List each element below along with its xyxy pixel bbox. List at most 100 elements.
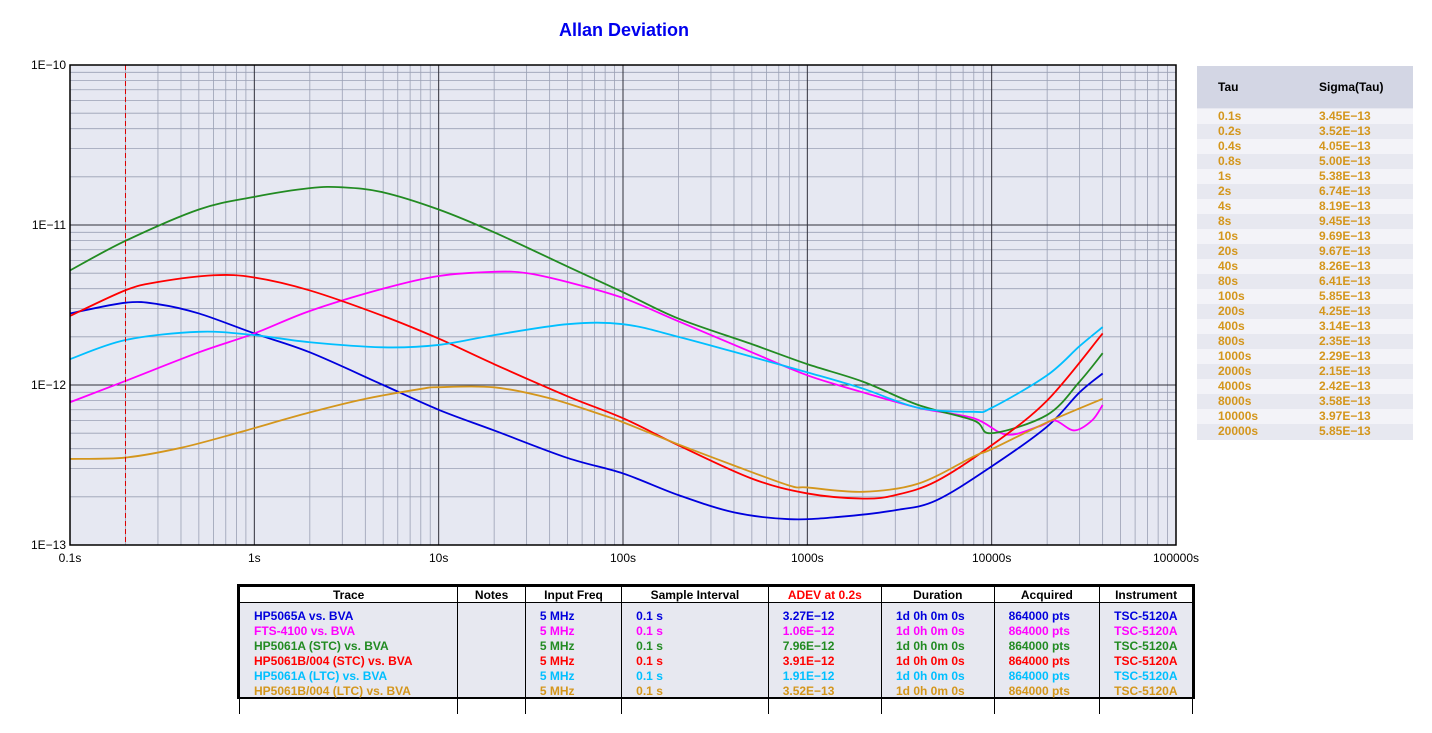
- instrument-cell: TSC-5120A: [1099, 609, 1193, 624]
- adev-value-cell: 3.91E−12: [767, 654, 883, 669]
- tau-row: 100s 5.85E−13: [1197, 289, 1413, 304]
- input-freq-cell: 5 MHz: [524, 669, 623, 684]
- sigma-value: 5.00E−13: [1319, 154, 1371, 168]
- tau-value: 1000s: [1218, 349, 1252, 363]
- duration-cell: 1d 0h 0m 0s: [881, 654, 995, 669]
- y-tick-label: 1E−12: [31, 378, 66, 392]
- notes-cell: [457, 639, 526, 654]
- tau-row: 40s 8.26E−13: [1197, 259, 1413, 274]
- trace-name-cell: HP5065A vs. BVA: [238, 609, 459, 624]
- input-freq-cell: 5 MHz: [524, 684, 623, 699]
- sigma-value: 3.14E−13: [1319, 319, 1371, 333]
- instrument-cell: TSC-5120A: [1099, 669, 1193, 684]
- input-freq-cell: 5 MHz: [524, 654, 623, 669]
- instrument-cell: TSC-5120A: [1099, 624, 1193, 639]
- table-row: HP5061B/004 (LTC) vs. BVA 5 MHz 0.1 s 3.52E…: [238, 684, 1193, 699]
- tau-value: 20000s: [1218, 424, 1259, 438]
- sample-interval-cell: 0.1 s: [621, 654, 769, 669]
- tau-value: 4000s: [1218, 379, 1252, 393]
- sigma-value: 2.15E−13: [1319, 364, 1371, 378]
- notes-cell: [457, 654, 526, 669]
- tau-value: 800s: [1218, 334, 1245, 348]
- adev-value-cell: 3.27E−12: [767, 609, 883, 624]
- plot-border: [69, 64, 1177, 546]
- tau-value: 20s: [1218, 244, 1239, 258]
- instrument-cell: TSC-5120A: [1099, 684, 1193, 699]
- tau-value: 10000s: [1218, 409, 1259, 423]
- trace-name-cell: HP5061B/004 (STC) vs. BVA: [238, 654, 459, 669]
- sample-interval-cell: 0.1 s: [621, 684, 769, 699]
- notes-cell: [457, 669, 526, 684]
- trace-legend-table: Trace Notes Input Freq Sample Interval A…: [237, 584, 1195, 714]
- tau-row: 10s 9.69E−13: [1197, 229, 1413, 244]
- sigma-value: 8.19E−13: [1319, 199, 1371, 213]
- sigma-value: 4.05E−13: [1319, 139, 1371, 153]
- header-duration: Duration: [881, 586, 995, 603]
- tau-row: 20s 9.67E−13: [1197, 244, 1413, 259]
- x-tick-label: 100000s: [1153, 551, 1199, 565]
- x-axis-ticks: 0.1s 1s 10s 100s 1000s 10000s 100000s: [59, 551, 1199, 565]
- sigma-value: 2.29E−13: [1319, 349, 1371, 363]
- acquired-cell: 864000 pts: [993, 609, 1101, 624]
- sigma-value: 9.45E−13: [1319, 214, 1371, 228]
- sigma-value: 6.41E−13: [1319, 274, 1371, 288]
- tau-value: 2s: [1218, 184, 1232, 198]
- series-line-hp5061b-004-stc: [69, 274, 1104, 500]
- tau-value: 8s: [1218, 214, 1232, 228]
- major-gridlines: [70, 65, 1176, 545]
- tau-row: 400s 3.14E−13: [1197, 319, 1413, 334]
- adev-value-cell: 3.52E−13: [767, 684, 883, 699]
- series-line-hp5061b-004-ltc: [69, 385, 1104, 493]
- acquired-cell: 864000 pts: [993, 654, 1101, 669]
- input-freq-cell: 5 MHz: [524, 609, 623, 624]
- sample-interval-cell: 0.1 s: [621, 624, 769, 639]
- tau-value: 8000s: [1218, 394, 1252, 408]
- sigma-value: 8.26E−13: [1319, 259, 1371, 273]
- header-adev: ADEV at 0.2s: [767, 586, 883, 603]
- x-tick-label: 10000s: [972, 551, 1011, 565]
- series-line-hp5065a: [69, 301, 1104, 521]
- tau-row: 8000s 3.58E−13: [1197, 394, 1413, 409]
- tau-value: 400s: [1218, 319, 1245, 333]
- duration-cell: 1d 0h 0m 0s: [881, 609, 995, 624]
- header-acquired: Acquired: [993, 586, 1101, 603]
- tau-row: 0.4s 4.05E−13: [1197, 139, 1413, 154]
- series-line-hp5061a-stc: [69, 185, 1104, 435]
- sample-interval-cell: 0.1 s: [621, 609, 769, 624]
- sigma-value: 5.85E−13: [1319, 424, 1371, 438]
- notes-cell: [457, 624, 526, 639]
- tau-value: 2000s: [1218, 364, 1252, 378]
- tau-row: 800s 2.35E−13: [1197, 334, 1413, 349]
- duration-cell: 1d 0h 0m 0s: [881, 684, 995, 699]
- header-sample-interval: Sample Interval: [621, 586, 769, 603]
- tau-row: 2000s 2.15E−13: [1197, 364, 1413, 379]
- duration-cell: 1d 0h 0m 0s: [881, 669, 995, 684]
- trace-name-cell: HP5061A (LTC) vs. BVA: [238, 669, 459, 684]
- sigma-value: 2.42E−13: [1319, 379, 1371, 393]
- tau-value: 10s: [1218, 229, 1239, 243]
- sigma-value: 4.25E−13: [1319, 304, 1371, 318]
- tau-row: 200s 4.25E−13: [1197, 304, 1413, 319]
- tau-table-rows: 0.1s 3.45E−13 0.2s 3.52E−13 0.4s 4.05E−13 0.8s…: [1197, 109, 1413, 439]
- tau-row: 1s 5.38E−13: [1197, 169, 1413, 184]
- sigma-value: 6.74E−13: [1319, 184, 1371, 198]
- sigma-value: 3.58E−13: [1319, 394, 1371, 408]
- tau-value: 1s: [1218, 169, 1232, 183]
- acquired-cell: 864000 pts: [993, 669, 1101, 684]
- sigma-value: 5.38E−13: [1319, 169, 1371, 183]
- trace-table-header: Trace Notes Input Freq Sample Interval A…: [238, 586, 1193, 603]
- x-tick-label: 1000s: [791, 551, 824, 565]
- adev-value-cell: 1.06E−12: [767, 624, 883, 639]
- acquired-cell: 864000 pts: [993, 639, 1101, 654]
- series-line-hp5061a-ltc: [69, 321, 1104, 414]
- sample-interval-cell: 0.1 s: [621, 669, 769, 684]
- header-input-freq: Input Freq: [524, 586, 623, 603]
- y-tick-label: 1E−10: [31, 58, 66, 72]
- sigma-value: 3.52E−13: [1319, 124, 1371, 138]
- header-instrument: Instrument: [1099, 586, 1193, 603]
- trace-name-cell: FTS-4100 vs. BVA: [238, 624, 459, 639]
- y-tick-label: 1E−13: [31, 538, 66, 552]
- notes-cell: [457, 609, 526, 624]
- trace-name-cell: HP5061B/004 (LTC) vs. BVA: [238, 684, 459, 699]
- tau-row: 1000s 2.29E−13: [1197, 349, 1413, 364]
